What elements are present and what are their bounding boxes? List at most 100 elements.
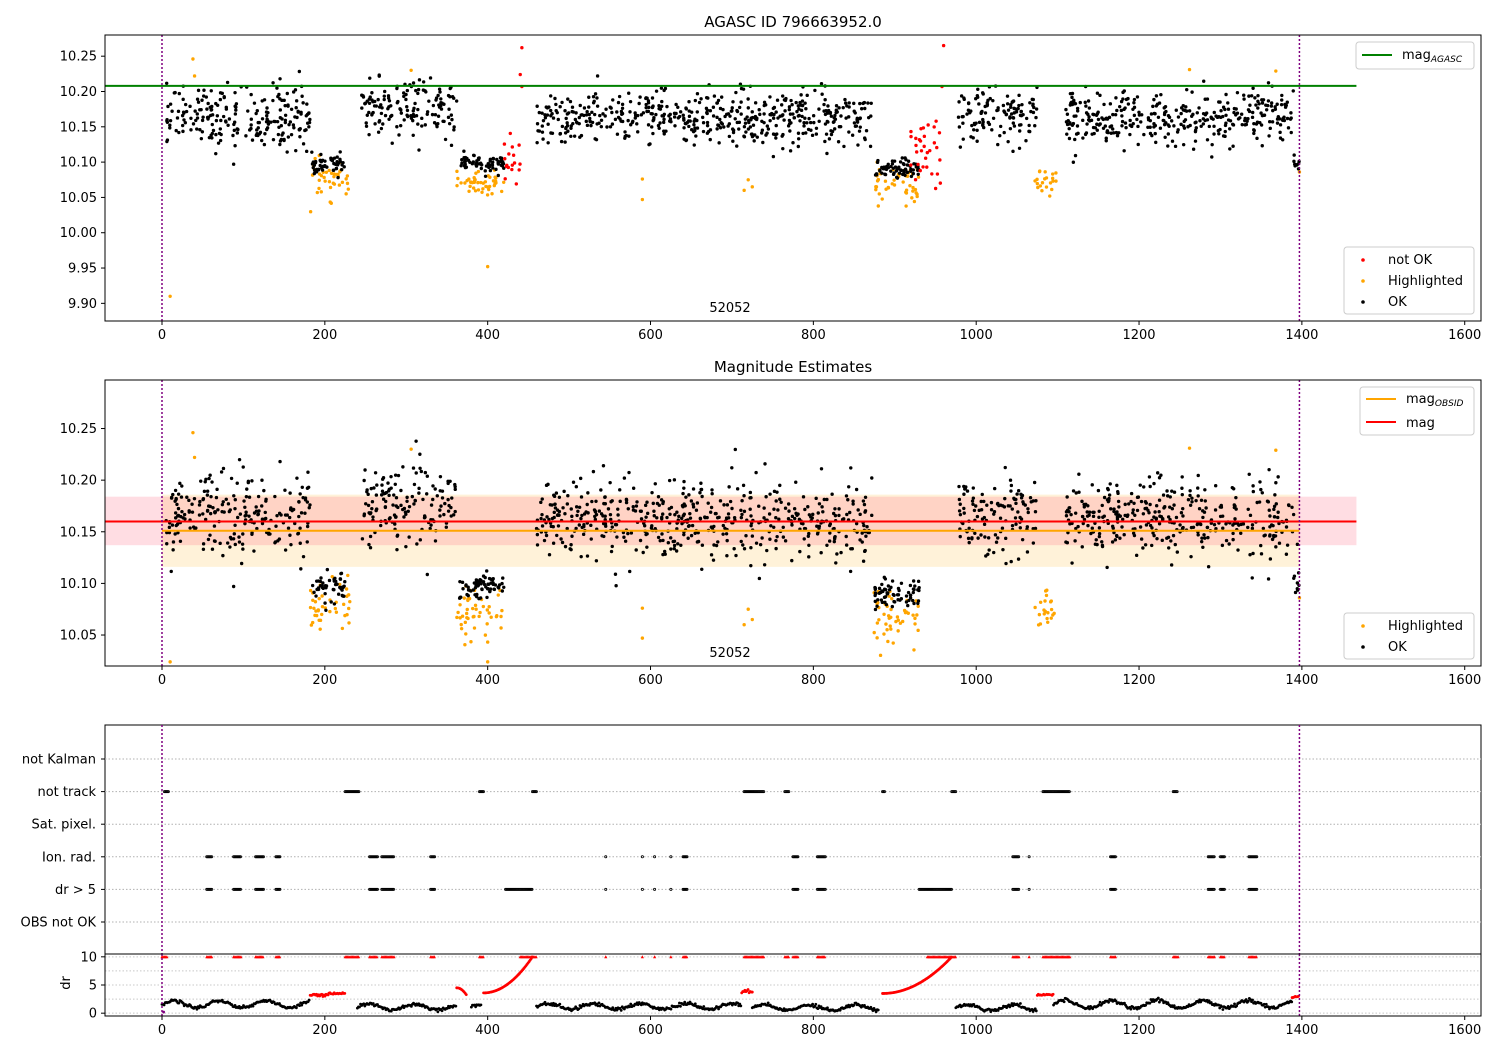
ok-point — [1170, 507, 1175, 511]
ok-point — [1202, 533, 1206, 537]
ok-point — [883, 577, 888, 581]
ok-point — [187, 509, 191, 513]
ok-point — [741, 543, 745, 547]
ok-point — [832, 539, 837, 544]
ok-point — [1071, 160, 1076, 164]
ok-point — [1149, 112, 1154, 116]
ok-point — [897, 165, 901, 169]
ok-point — [996, 501, 1000, 506]
not-ok-point — [932, 141, 937, 145]
highlighted-point — [329, 201, 333, 205]
ok-point — [237, 457, 242, 462]
highlighted-point — [463, 643, 467, 647]
ok-point — [1091, 510, 1095, 514]
dr-ok-point — [300, 1003, 304, 1007]
ok-point — [957, 125, 962, 129]
ok-point — [205, 509, 210, 513]
ok-point — [976, 536, 980, 540]
ok-point — [601, 112, 605, 116]
ok-point — [468, 160, 472, 165]
ok-point — [398, 123, 403, 128]
ok-point — [431, 484, 435, 488]
ok-point — [599, 124, 604, 129]
ok-point — [994, 540, 999, 544]
highlighted-point — [481, 181, 485, 185]
ok-point — [298, 526, 302, 530]
flag-point — [433, 855, 437, 859]
ok-point — [174, 496, 178, 501]
dr-ok-point — [1157, 1000, 1161, 1004]
ok-point — [739, 112, 743, 116]
ok-point — [684, 495, 688, 499]
ok-point — [814, 132, 819, 136]
dr-ok-point — [596, 1004, 600, 1008]
ok-point — [904, 594, 909, 598]
dr-ok-point — [676, 1004, 680, 1008]
ok-point — [565, 526, 569, 531]
ok-point — [1179, 106, 1184, 110]
highlighted-point — [340, 180, 345, 185]
ok-point — [417, 491, 421, 495]
ok-point — [1101, 126, 1106, 130]
legend-ok: OK — [1388, 640, 1407, 655]
ok-point — [1109, 131, 1113, 135]
ok-point — [772, 105, 777, 110]
ok-point — [195, 112, 199, 116]
highlighted-point — [315, 190, 320, 195]
ok-point — [411, 133, 415, 137]
ok-point — [1184, 109, 1189, 113]
legend-label: mag — [1402, 48, 1431, 63]
highlighted-point — [916, 175, 921, 179]
ok-point — [691, 502, 695, 507]
ok-point — [833, 535, 837, 540]
ok-point — [203, 517, 208, 522]
ok-point — [1260, 144, 1264, 148]
ok-point — [1131, 511, 1135, 515]
ok-point — [216, 508, 220, 512]
highlighted-point — [483, 633, 488, 637]
ok-point — [292, 126, 296, 130]
highlighted-point — [901, 180, 905, 184]
ok-point — [957, 509, 962, 513]
ok-point — [392, 513, 397, 517]
ok-point — [338, 150, 342, 154]
ok-point — [1100, 503, 1104, 508]
highlighted-point — [1045, 616, 1049, 621]
ok-point — [165, 138, 170, 142]
ok-point — [650, 96, 655, 100]
ok-point — [235, 515, 240, 520]
ok-point — [1277, 521, 1281, 526]
ok-point — [631, 505, 635, 509]
ok-point — [1276, 115, 1281, 119]
ok-point — [801, 131, 805, 136]
ok-point — [293, 521, 297, 526]
ok-point — [863, 106, 867, 111]
highlighted-point — [1043, 599, 1047, 603]
ok-point — [587, 112, 591, 117]
ok-point — [299, 567, 303, 571]
ok-point — [1083, 100, 1087, 105]
not-ok-point — [508, 131, 512, 136]
ok-point — [425, 572, 430, 577]
ok-point — [1026, 510, 1030, 515]
ok-point — [1224, 113, 1228, 118]
ok-point — [539, 516, 543, 521]
ok-point — [1112, 507, 1116, 511]
ok-point — [560, 124, 565, 129]
highlighted-point — [890, 596, 894, 601]
ok-point — [1097, 534, 1102, 539]
flag-point — [238, 855, 242, 859]
ok-point — [1251, 484, 1255, 488]
ok-point — [710, 526, 715, 530]
ok-point — [699, 481, 703, 485]
flag-point — [261, 887, 265, 891]
highlighted-point — [474, 607, 478, 611]
highlighted-point — [640, 177, 645, 181]
ok-point — [237, 540, 242, 544]
ok-point — [654, 89, 659, 93]
ok-point — [1001, 103, 1006, 108]
ok-point — [411, 81, 416, 85]
ok-point — [672, 115, 677, 119]
ok-point — [1199, 124, 1203, 128]
ok-point — [662, 132, 666, 136]
